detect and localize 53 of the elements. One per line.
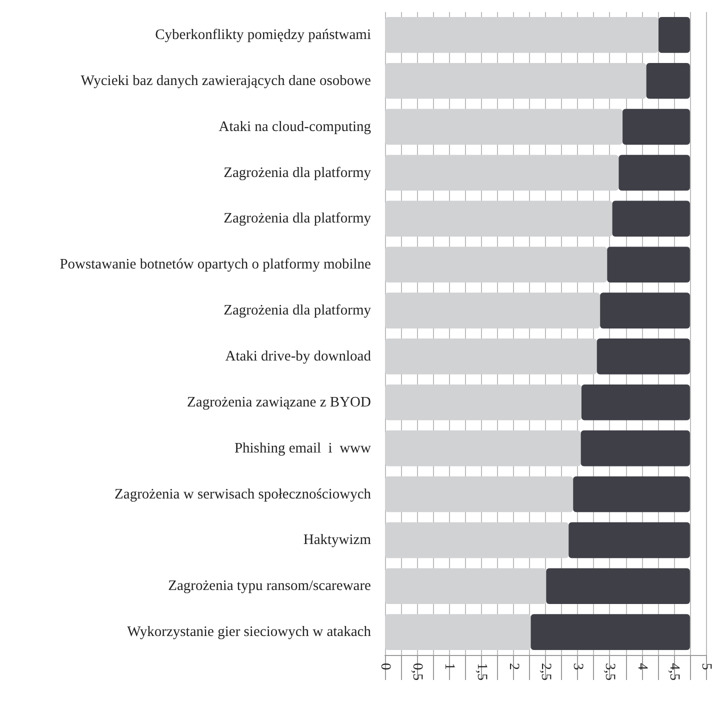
y-tick-label: Zagrożenia w serwisach społecznościowych [114, 486, 372, 502]
y-tick-label: Cyberkonflikty pomiędzy państwami [155, 26, 371, 43]
bar [385, 62, 646, 99]
bar [385, 292, 600, 328]
x-tick-label: 4,5 [666, 663, 682, 680]
bar [385, 154, 619, 191]
bar [385, 246, 608, 283]
x-tick-label: 1,5 [474, 663, 489, 680]
bar [658, 17, 690, 53]
bar [385, 108, 623, 145]
y-tick-label: Wykorzystanie gier sieciowych w atakach [127, 624, 372, 640]
x-tick-label: 0,5 [410, 663, 425, 680]
y-tick-label: Phishing email i www [234, 440, 372, 456]
bar [385, 522, 569, 558]
bar [580, 430, 690, 466]
bar [618, 154, 690, 191]
bar [385, 200, 612, 237]
y-tick-label: Zagrożenia dla platformy [224, 164, 372, 181]
x-tick-label: 2,5 [538, 663, 553, 680]
x-tick-label: 1 [442, 663, 457, 670]
bar [612, 200, 690, 237]
bar [385, 614, 531, 650]
y-tick-label: Ataki na cloud-computing [218, 118, 371, 135]
x-tick-label: 4 [634, 663, 650, 670]
bar [646, 62, 690, 99]
bar [596, 338, 690, 374]
x-tick-label: 3 [570, 663, 586, 670]
y-tick-label: Zagrożenia zawiązane z BYOD [187, 394, 371, 410]
bar [607, 246, 690, 283]
y-tick-label: Haktywizm [303, 532, 372, 548]
y-tick-label: Powstawanie botnetów opartych o platformy mobilne [60, 256, 371, 273]
bar [568, 522, 690, 558]
bar [385, 384, 582, 420]
bar [622, 108, 690, 145]
bar [385, 568, 546, 604]
bar [385, 430, 581, 466]
x-tick-label: 3,5 [602, 663, 618, 680]
y-tick-label: Zagrożenia dla platformy [224, 302, 372, 319]
x-tick-label: 5 [698, 663, 713, 670]
x-tick-label: 0 [378, 663, 392, 670]
y-tick-label: Zagrożenia typu ransom/scareware [168, 578, 371, 594]
bar [573, 476, 690, 512]
bar [530, 614, 690, 650]
bar [385, 17, 658, 53]
bar [385, 476, 574, 512]
y-tick-label: Ataki drive-by download [225, 348, 372, 364]
bar [385, 338, 597, 374]
y-tick-label: Zagrożenia dla platformy [224, 210, 372, 227]
bar [600, 292, 690, 328]
x-tick-label: 2 [506, 663, 521, 670]
bar [546, 568, 690, 604]
y-tick-label: Wycieki baz danych zawierających dane osobowe [80, 72, 371, 89]
bar [581, 384, 690, 420]
